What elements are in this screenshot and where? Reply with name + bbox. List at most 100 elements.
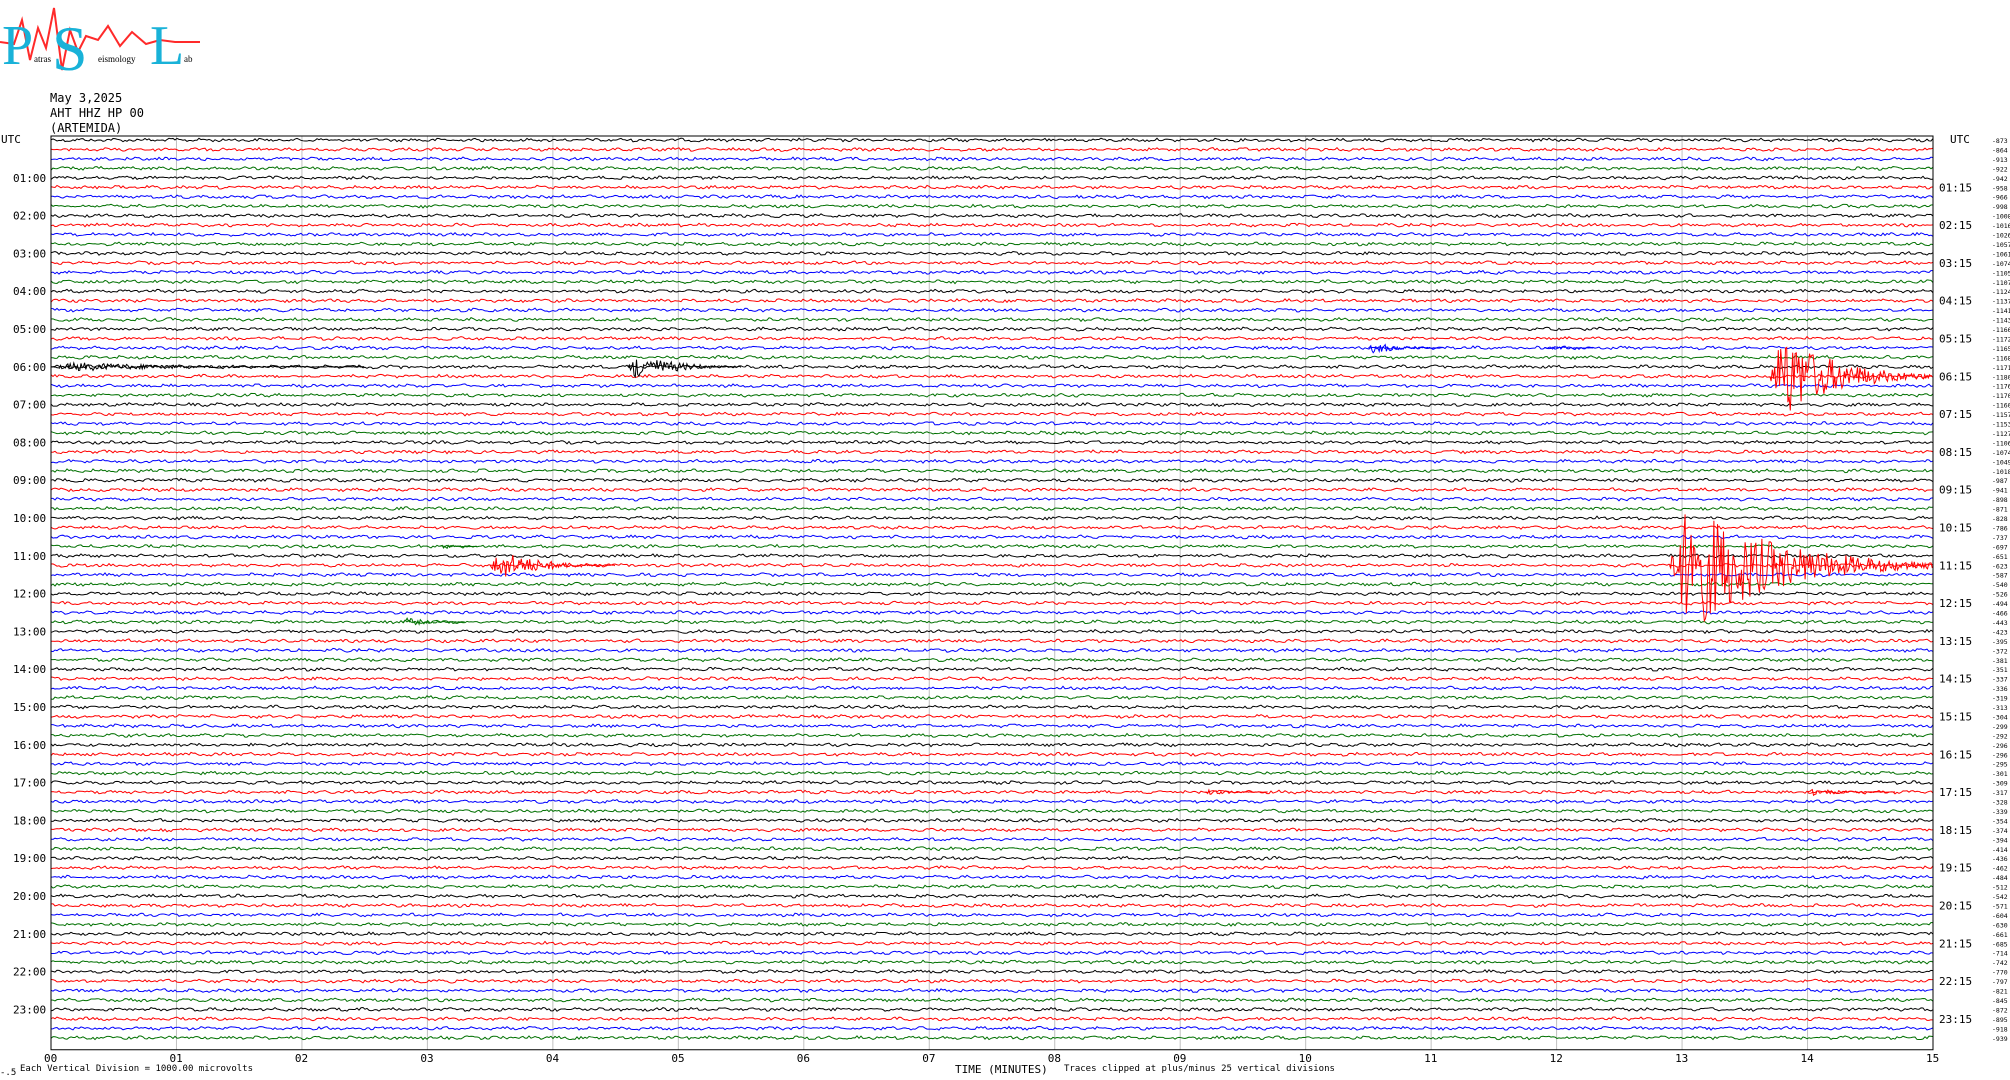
trace-offset-label: -845 [1992,997,2008,1005]
trace-offset-label: -1153 [1992,421,2010,429]
trace-offset-label: -394 [1992,836,2008,844]
right-hour-label: 04:15 [1939,295,1972,308]
left-hour-label: 01:00 [13,172,46,185]
trace-offset-label: -309 [1992,780,2008,788]
seismic-event [439,544,478,550]
left-hour-label: 07:00 [13,399,46,412]
trace-line [50,231,1934,238]
x-tick-label: 02 [295,1052,308,1065]
x-tick-label: 15 [1926,1052,1939,1065]
trace-offset-label: -372 [1992,647,2008,655]
trace-offset-label: -587 [1992,572,2008,580]
trace-offset-label: -987 [1992,477,2008,485]
trace-offset-label: -462 [1992,865,2008,873]
x-tick-label: 06 [797,1052,810,1065]
trace-offset-label: -770 [1992,969,2008,977]
seismic-event [1368,343,1443,354]
trace-line [50,1016,1934,1022]
trace-offset-label: -494 [1992,600,2008,608]
left-hour-label: 22:00 [13,966,46,979]
right-hour-label: 16:15 [1939,748,1972,761]
trace-offset-label: -296 [1992,751,2008,759]
trace-line [50,326,1934,332]
right-hour-label: 15:15 [1939,710,1972,723]
trace-line [50,241,1934,247]
trace-line [50,316,1934,323]
trace-line [50,619,1934,625]
trace-offset-label: -1074 [1992,260,2010,268]
trace-line [50,609,1934,616]
psl-logo: P S L atras eismology ab [0,7,200,82]
trace-line [50,335,1934,342]
trace-line [50,912,1934,918]
trace-offset-label: -1166 [1992,326,2010,334]
trace-line [50,1025,1934,1031]
trace-line [50,902,1934,908]
trace-offset-label: -328 [1992,799,2008,807]
trace-offset-label: -313 [1992,704,2008,712]
right-hour-label: 12:15 [1939,597,1972,610]
trace-line [50,968,1934,975]
logo-letter-l: L [150,15,184,77]
trace-offset-label: -1127 [1992,430,2010,438]
trace-line [50,449,1934,455]
right-hour-label: 21:15 [1939,937,1972,950]
trace-offset-label: -1180 [1992,373,2010,381]
trace-offset-label: -1172 [1992,335,2010,343]
right-hour-label: 18:15 [1939,824,1972,837]
x-tick-label: 08 [1048,1052,1061,1065]
trace-line [50,269,1934,275]
trace-line [50,987,1934,994]
left-hour-label: 17:00 [13,777,46,790]
trace-offset-label: -1143 [1992,317,2010,325]
trace-line [50,458,1934,464]
logo-word-3: ab [184,54,193,64]
trace-offset-label: -299 [1992,723,2008,731]
left-hour-label: 04:00 [13,285,46,298]
seismic-event [402,617,465,626]
trace-line [50,600,1934,606]
left-hour-label: 23:00 [13,1003,46,1016]
x-tick-label: 14 [1801,1052,1815,1065]
trace-line [50,798,1934,805]
left-hour-label: 12:00 [13,588,46,601]
right-hour-label: 02:15 [1939,219,1972,232]
trace-line [50,1006,1934,1012]
trace-line [50,997,1934,1003]
trace-offset-label: -714 [1992,950,2008,958]
seismic-event [50,361,365,372]
trace-offset-label: -317 [1992,789,2008,797]
left-hour-label: 18:00 [13,814,46,827]
trace-line [50,487,1934,493]
trace-line [50,260,1934,266]
trace-offset-label: -512 [1992,884,2008,892]
trace-line [50,477,1934,483]
trace-offset-label: -1137 [1992,298,2010,306]
trace-line [50,279,1934,285]
trace-line [50,411,1934,417]
x-tick-label: 07 [922,1052,935,1065]
trace-offset-label: -292 [1992,732,2008,740]
right-hour-label: 14:15 [1939,673,1972,686]
trace-line [50,468,1934,474]
trace-line [50,959,1934,965]
trace-line [50,288,1934,294]
right-hour-label: 23:15 [1939,1013,1972,1026]
trace-line [50,647,1934,653]
trace-line [50,827,1934,833]
trace-offset-label: -604 [1992,912,2008,920]
trace-line [50,780,1934,786]
trace-line [50,383,1934,389]
left-hour-label: 02:00 [13,210,46,223]
trace-offset-label: -942 [1992,175,2008,183]
trace-offset-label: -1124 [1992,288,2010,296]
trace-offset-label: -661 [1992,931,2008,939]
x-tick-label: 11 [1424,1052,1437,1065]
trace-line [50,855,1934,861]
trace-line [50,884,1934,890]
trace-line [50,364,1934,370]
trace-offset-label: -898 [1992,496,2008,504]
trace-offset-label: -351 [1992,666,2008,674]
trace-offset-label: -395 [1992,638,2008,646]
